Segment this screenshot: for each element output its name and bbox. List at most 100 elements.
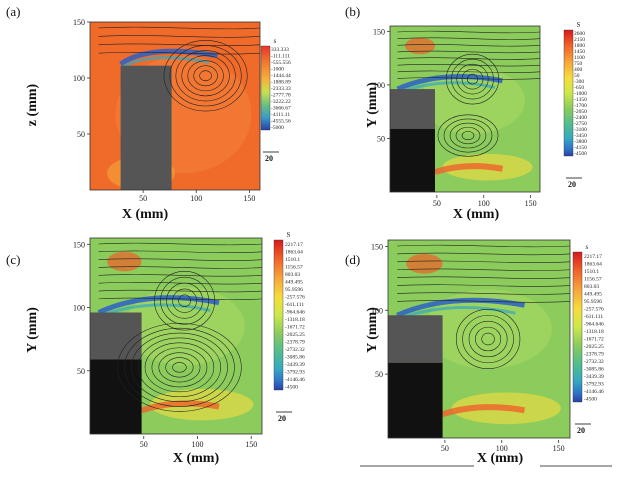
colorbar-level: 95.9596 bbox=[584, 299, 602, 305]
colorbar-level: 1510.1 bbox=[285, 257, 300, 263]
colorbar-level: -5000 bbox=[271, 125, 284, 131]
plot-frame bbox=[389, 25, 541, 193]
y-tick-label: 50 bbox=[375, 370, 383, 379]
y-tick-label: 100 bbox=[73, 304, 85, 313]
vortex-loop bbox=[462, 314, 514, 364]
colorbar-level: 750 bbox=[574, 61, 583, 67]
colorbar-level: -4146.46 bbox=[584, 389, 604, 395]
shear-layer-edge bbox=[119, 56, 210, 70]
vortex-loop bbox=[178, 294, 191, 307]
colorbar-level: -1318.18 bbox=[584, 329, 604, 335]
y-axis-label: Y (mm) bbox=[25, 307, 40, 353]
colorbar-level: -4146.46 bbox=[285, 377, 305, 383]
x-tick-label: 100 bbox=[190, 194, 202, 203]
vortex-loop bbox=[468, 320, 508, 358]
x-tick-label: 150 bbox=[525, 199, 537, 208]
colorbar-level: -2333.33 bbox=[271, 86, 291, 92]
x-tick-label: 50 bbox=[139, 194, 147, 203]
wall-jet bbox=[434, 163, 504, 175]
colorbar bbox=[260, 45, 271, 131]
streamlines bbox=[98, 242, 263, 412]
vortex-loop-lower bbox=[455, 126, 481, 145]
colorbar-level: -4500 bbox=[584, 396, 597, 402]
colorbar-level: 1510.1 bbox=[584, 269, 599, 275]
vortex-loop bbox=[455, 308, 521, 369]
colorbar-level: -1700 bbox=[574, 103, 587, 109]
streamline bbox=[397, 50, 541, 54]
vortex-loop-lower bbox=[172, 362, 187, 373]
vortex-loop-lower bbox=[117, 322, 242, 412]
streamline bbox=[397, 284, 571, 287]
y-axis-label: Y (mm) bbox=[365, 307, 380, 353]
plot-frame bbox=[387, 239, 571, 439]
colorbar-level: -555.556 bbox=[271, 60, 291, 66]
colorbar-level: 1863.64 bbox=[584, 261, 602, 267]
vortex-loop-lower bbox=[124, 327, 235, 407]
wall-jet bbox=[441, 404, 526, 418]
colorbar-level: -2025.25 bbox=[285, 332, 305, 338]
panel-label: (d) bbox=[345, 252, 360, 267]
colorbar-level: 95.9596 bbox=[285, 287, 303, 293]
colorbar-level: -3450 bbox=[574, 133, 587, 139]
colorbar-level: -1318.18 bbox=[285, 317, 305, 323]
x-tick-label: 150 bbox=[245, 440, 257, 449]
vortex-loop bbox=[466, 73, 479, 85]
x-tick-label: 100 bbox=[192, 440, 204, 449]
vortex-loop bbox=[172, 288, 197, 313]
panel-b: (b) 50 100 150 50 100 150 X (mm) Y (mm) S 26002150… bbox=[345, 4, 587, 222]
colorbar-level: -3792.93 bbox=[285, 369, 305, 375]
y-tick-label: 150 bbox=[373, 27, 385, 36]
vortex-loop-lower bbox=[130, 332, 228, 402]
streamline bbox=[98, 266, 263, 269]
colorbar-level: 2600 bbox=[574, 31, 585, 37]
colorbar-level: 1100 bbox=[574, 55, 585, 61]
streamline bbox=[397, 300, 571, 303]
panel-label: (a) bbox=[6, 4, 20, 19]
colorbar bbox=[563, 29, 574, 157]
y-axis-label: Y (mm) bbox=[365, 82, 380, 128]
y-tick-label: 150 bbox=[371, 242, 383, 251]
vortex-loop bbox=[169, 45, 242, 107]
colorbar-title: S bbox=[577, 21, 581, 29]
colorbar-level: -2750 bbox=[574, 121, 587, 127]
streamline bbox=[98, 52, 261, 55]
colorbar-level: -257.576 bbox=[285, 294, 305, 300]
vortex-loop bbox=[451, 58, 494, 100]
field-blob bbox=[107, 251, 142, 272]
vortex-loop bbox=[456, 63, 489, 95]
streamline bbox=[397, 64, 541, 67]
reference-vector-label: 20 bbox=[577, 426, 585, 435]
colorbar-level: -4111.11 bbox=[271, 112, 290, 118]
streamlines bbox=[98, 26, 261, 112]
colorbar-level: -3439.39 bbox=[584, 374, 604, 380]
streamline bbox=[397, 30, 541, 34]
x-axis-label: X (mm) bbox=[453, 207, 500, 222]
x-tick-label: 150 bbox=[243, 194, 255, 203]
colorbar-level: -3800 bbox=[574, 139, 587, 145]
colorbar-level: -2378.79 bbox=[584, 351, 604, 357]
y-tick-label: 50 bbox=[377, 134, 385, 143]
vortex-loop-lower bbox=[144, 342, 215, 393]
colorbar-title: s bbox=[586, 243, 589, 251]
colorbar-level: 2150 bbox=[574, 37, 585, 43]
colorbar-level: 803.03 bbox=[285, 272, 300, 278]
y-tick-label: 100 bbox=[73, 74, 85, 83]
y-axis-label: z (mm) bbox=[25, 83, 40, 126]
colorbar-level: -3085.86 bbox=[584, 366, 604, 372]
colorbar-level: -3222.22 bbox=[271, 99, 291, 105]
colorbar-level: -650 bbox=[574, 85, 584, 91]
vortex-loop bbox=[160, 276, 209, 325]
colorbar-level: -1000 bbox=[271, 67, 284, 73]
colorbar-level: 1800 bbox=[574, 43, 585, 49]
colorbar-level: -2400 bbox=[574, 115, 587, 121]
streamline bbox=[397, 44, 541, 47]
vortex-loop-lower bbox=[151, 347, 208, 388]
vortex-loop-lower bbox=[437, 114, 499, 157]
colorbar-level: -4150 bbox=[574, 145, 587, 151]
x-tick-label: 50 bbox=[433, 199, 441, 208]
colorbar-level: 449.495 bbox=[584, 291, 602, 297]
obstacle-upper bbox=[390, 89, 435, 129]
vortex-loop-lower bbox=[461, 131, 475, 141]
colorbar-level: -2025.25 bbox=[584, 344, 604, 350]
